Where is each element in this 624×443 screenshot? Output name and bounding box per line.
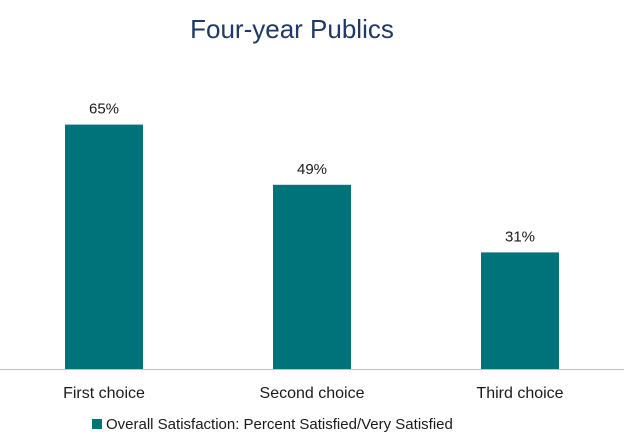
chart-title: Four-year Publics [190,14,394,44]
x-tick-labels-group: First choice Second choice Third choice [63,385,564,402]
legend-swatch [92,419,102,429]
legend: Overall Satisfaction: Percent Satisfied/… [92,416,453,433]
bar-second-choice [273,184,351,369]
legend-label: Overall Satisfaction: Percent Satisfied/… [106,416,453,433]
bars-group [65,124,559,369]
bar-third-choice [481,252,559,369]
data-label-second-choice: 49% [297,161,327,178]
data-label-first-choice: 65% [89,101,119,118]
bar-first-choice [65,124,143,369]
x-tick-label-first-choice: First choice [63,385,145,402]
x-tick-label-third-choice: Third choice [476,385,563,402]
data-label-third-choice: 31% [505,228,535,245]
data-labels-group: 65% 49% 31% [89,101,535,246]
x-tick-label-second-choice: Second choice [260,385,365,402]
